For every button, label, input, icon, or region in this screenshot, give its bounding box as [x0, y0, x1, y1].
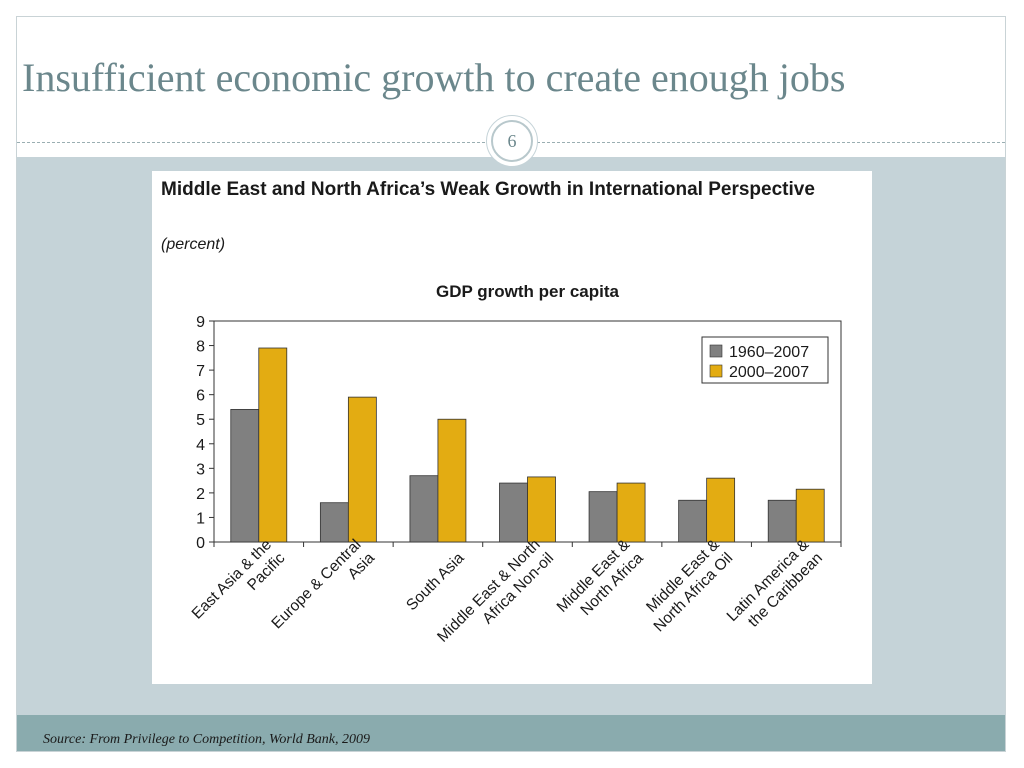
page-number-badge: 6 — [486, 115, 538, 167]
bar-series-1 — [499, 482, 528, 543]
source-citation: Source: From Privilege to Competition, W… — [43, 732, 371, 747]
bar-series-1 — [767, 499, 797, 543]
y-tick-label: 3 — [196, 461, 205, 478]
y-tick-label: 7 — [196, 363, 205, 380]
y-tick-label: 2 — [196, 486, 205, 503]
x-tick-label: Latin America &the Caribbean — [724, 536, 827, 639]
y-tick-label: 4 — [196, 437, 205, 454]
x-tick-label: South Asia — [403, 549, 468, 614]
y-tick-label: 0 — [196, 535, 205, 552]
page-number: 6 — [491, 120, 533, 162]
bar-series-2 — [258, 347, 288, 543]
legend-box — [701, 336, 829, 384]
legend-label: 1960–2007 — [729, 344, 809, 361]
bar-series-2 — [706, 477, 736, 543]
y-tick-label: 8 — [196, 339, 205, 356]
x-tick-label-line: Europe & Central — [268, 536, 364, 632]
legend-swatch — [709, 364, 723, 378]
bar-series-1 — [409, 475, 439, 543]
footer-bar: Source: From Privilege to Competition, W… — [17, 715, 1005, 751]
bar-series-2 — [437, 418, 467, 543]
bar-series-1 — [678, 499, 708, 543]
legend-label: 2000–2007 — [729, 364, 809, 381]
x-tick-label-line: South Asia — [403, 549, 468, 614]
x-tick-label: Middle East &North Africa Oil — [637, 536, 737, 636]
x-tick-label: Europe & CentralAsia — [268, 536, 378, 646]
chart-title: Middle East and North Africa’s Weak Grow… — [161, 179, 815, 200]
bar-series-2 — [795, 488, 825, 543]
chart-subtitle: GDP growth per capita — [436, 282, 619, 301]
bar-series-1 — [588, 491, 618, 543]
y-tick-label: 1 — [196, 510, 205, 527]
bar-series-2 — [616, 482, 646, 543]
chart-unit-label: (percent) — [161, 236, 226, 253]
chart-panel: Middle East and North Africa’s Weak Grow… — [152, 171, 872, 684]
legend-swatch — [709, 344, 723, 358]
y-tick-label: 6 — [196, 388, 205, 405]
x-tick-label: Middle East &North Africa — [554, 536, 648, 630]
slide-title: Insufficient economic growth to create e… — [22, 55, 846, 100]
bar-series-2 — [527, 476, 556, 543]
bar-series-1 — [230, 408, 260, 543]
bar-series-2 — [347, 396, 377, 543]
slide-frame — [16, 16, 1006, 752]
y-tick-label: 5 — [196, 412, 205, 429]
y-tick-label: 9 — [196, 314, 205, 331]
bar-series-1 — [319, 502, 349, 543]
